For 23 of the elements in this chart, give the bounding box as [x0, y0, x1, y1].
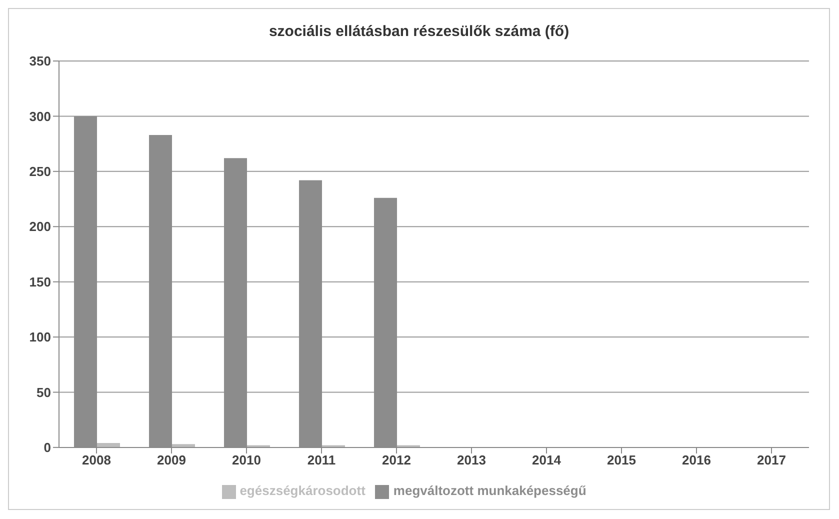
x-tick-label: 2009 — [157, 452, 186, 468]
legend-label: megváltozott munkaképességű — [393, 483, 586, 498]
y-tick-label: 100 — [29, 330, 51, 345]
y-tick-label: 350 — [29, 54, 51, 69]
bar — [97, 443, 120, 448]
x-tick-label: 2010 — [232, 452, 261, 468]
x-tick-label: 2011 — [307, 452, 336, 468]
x-tick-label: 2016 — [682, 452, 711, 468]
y-tick-label: 150 — [29, 274, 51, 290]
x-tick-label: 2008 — [82, 452, 111, 468]
x-tick-label: 2013 — [457, 452, 486, 468]
x-tick-label: 2014 — [532, 452, 562, 468]
bar — [172, 444, 195, 448]
y-tick-label: 50 — [36, 384, 51, 400]
y-tick-label: 0 — [44, 440, 51, 456]
x-tick-label: 2012 — [382, 452, 411, 468]
y-tick-label: 200 — [29, 219, 51, 234]
y-tick-label: 300 — [29, 108, 51, 124]
y-tick-label: 250 — [29, 164, 51, 180]
x-tick-label: 2017 — [757, 452, 786, 468]
legend-label: egészségkárosodott — [240, 483, 366, 498]
chart-title: szociális ellátásban részesülők száma (fő) — [268, 22, 570, 42]
x-tick-label: 2015 — [607, 452, 636, 468]
